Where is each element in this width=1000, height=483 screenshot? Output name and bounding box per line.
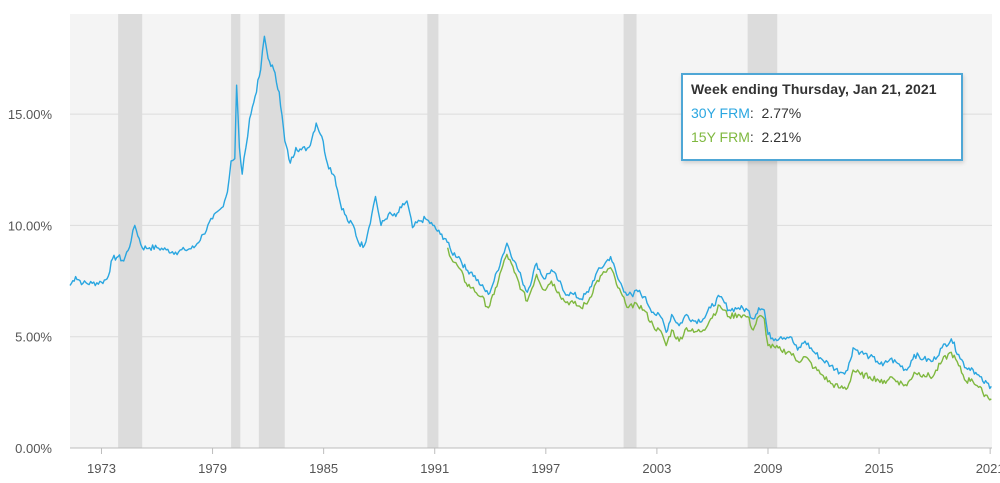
x-tick-label: 2003 — [642, 461, 671, 476]
recession-band-0 — [118, 14, 143, 448]
x-tick-label: 2015 — [865, 461, 894, 476]
y-tick-label: 0.00% — [15, 441, 52, 456]
tooltip-30y-value: 2.77% — [761, 105, 802, 121]
recession-band-4 — [623, 14, 637, 448]
x-tick-label: 2021 — [976, 461, 1000, 476]
x-tick-label: 2009 — [754, 461, 783, 476]
x-tick-label: 1973 — [87, 461, 116, 476]
series-lines[interactable] — [69, 35, 992, 401]
tooltip-15y-value: 2.21% — [761, 129, 802, 145]
x-tick-label: 1997 — [531, 461, 560, 476]
series-line-30y-frm[interactable] — [69, 35, 992, 390]
tooltip-15y-sep: : — [749, 129, 754, 145]
x-tick-label: 1979 — [198, 461, 227, 476]
tooltip-30y-sep: : — [749, 105, 754, 121]
axes: 0.00% 5.00% 10.00% 15.00% 1973 1979 1985 1991 19… — [8, 107, 1000, 476]
y-tick-label: 5.00% — [15, 330, 52, 345]
recession-band-2 — [258, 14, 285, 448]
y-tick-label: 10.00% — [8, 218, 53, 233]
tooltip-title: Week ending Thursday, Jan 21, 2021 — [691, 81, 937, 97]
tooltip-row-15y: 15Y FRM: 2.21% — [691, 129, 953, 145]
tooltip-row-30y: 30Y FRM: 2.77% — [691, 105, 953, 121]
recession-band-3 — [427, 14, 439, 448]
x-tick-label: 1985 — [309, 461, 338, 476]
recession-band-1 — [231, 14, 241, 448]
series-line-15y-frm[interactable] — [447, 247, 992, 401]
tooltip-15y-label: 15Y FRM — [691, 129, 750, 145]
x-tick-label: 1991 — [420, 461, 449, 476]
tooltip-30y-label: 30Y FRM — [691, 105, 750, 121]
hover-tooltip: Week ending Thursday, Jan 21, 2021 30Y F… — [681, 73, 963, 161]
y-tick-label: 15.00% — [8, 107, 53, 122]
